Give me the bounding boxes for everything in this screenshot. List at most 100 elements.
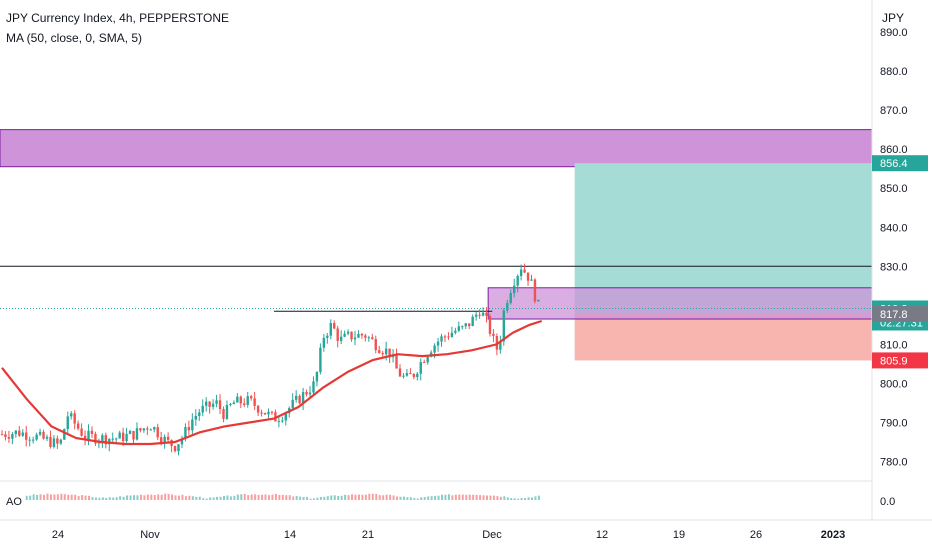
ao-bar	[517, 498, 520, 500]
ao-tick-label: 0.0	[880, 496, 895, 508]
candle-body	[49, 437, 52, 447]
price-tick-label: 870.0	[880, 105, 908, 117]
candle-body	[173, 446, 177, 452]
candle-body	[336, 328, 339, 341]
candle-body	[312, 381, 315, 393]
ao-bar	[198, 496, 201, 500]
ao-bar	[254, 494, 257, 500]
ao-bar	[489, 495, 492, 500]
candle-body	[204, 401, 208, 406]
ao-bar	[105, 497, 108, 500]
ao-bar	[191, 496, 194, 500]
candle-body	[118, 432, 121, 439]
candle-body	[464, 323, 467, 327]
ao-bar	[496, 496, 499, 500]
price-tick-label: 810.0	[880, 339, 908, 351]
drawing-layer[interactable]	[0, 129, 873, 361]
ao-bar	[309, 498, 312, 500]
candle-body	[319, 347, 322, 373]
ao-bar	[295, 495, 298, 500]
candle-body	[454, 330, 457, 333]
candle-body	[101, 435, 104, 442]
time-axis[interactable]: 24 Nov 14 21 Dec 12 19 26 2023	[0, 519, 932, 541]
candle-body	[191, 419, 194, 431]
ao-bar	[510, 497, 513, 500]
candle-body	[135, 428, 139, 440]
ao-bar	[146, 494, 149, 500]
ao-bar	[174, 495, 177, 500]
price-axis[interactable]: 890.0880.0870.0860.0850.0840.0830.0820.0…	[871, 0, 932, 550]
candle-body	[52, 438, 56, 447]
candle-body	[194, 415, 198, 420]
candle-body	[281, 420, 284, 422]
candle-body	[371, 337, 374, 340]
candle-body	[526, 272, 530, 281]
ao-bar	[330, 495, 333, 500]
ao-bar	[143, 495, 146, 500]
ao-bar	[212, 497, 215, 500]
ao-bar	[188, 495, 191, 500]
moving-average-layer	[1, 319, 543, 446]
ao-bar	[247, 495, 250, 500]
candle-body	[416, 373, 419, 377]
candle-body	[423, 362, 426, 364]
candle-body	[163, 436, 166, 443]
ao-bar	[468, 494, 471, 500]
candle-body	[128, 430, 132, 434]
ao-bar	[351, 494, 354, 500]
candle-body	[512, 285, 516, 294]
ao-bar	[312, 498, 315, 500]
ao-bar	[385, 494, 388, 500]
candle-body	[329, 323, 332, 336]
ao-bar	[250, 494, 253, 500]
ao-bar	[537, 495, 540, 500]
ao-label: AO	[6, 496, 22, 508]
indicator-legend[interactable]: MA (50, close, 0, SMA, 5)	[6, 31, 143, 45]
price-axis-bg	[872, 0, 932, 550]
candle-body	[339, 336, 343, 341]
time-tick-label: 12	[596, 529, 608, 541]
candle-body	[436, 341, 440, 346]
candle-body	[409, 373, 412, 375]
ao-bar	[32, 494, 35, 500]
candle-body	[461, 326, 464, 328]
candle-body	[249, 396, 253, 399]
candle-body	[177, 444, 180, 452]
candle-body	[488, 315, 492, 334]
ao-bar	[63, 494, 66, 500]
ao-bar	[461, 494, 464, 500]
candle-body	[481, 312, 485, 316]
candle-body	[215, 400, 218, 404]
candle-body	[350, 331, 353, 340]
candle-body	[384, 348, 388, 355]
ao-bar	[319, 496, 322, 500]
ao-bar	[482, 495, 485, 500]
candle-body	[360, 333, 364, 336]
ao-bar	[434, 495, 437, 500]
candle-body	[218, 400, 222, 410]
candle-body	[357, 333, 360, 338]
ao-bar	[60, 493, 63, 500]
candle-body	[405, 373, 409, 376]
candle-body	[443, 336, 447, 338]
time-tick-label: 2023	[821, 529, 845, 541]
ao-bar	[219, 496, 222, 500]
candle-body	[502, 310, 506, 342]
ma-line	[1, 319, 543, 446]
candle-body	[45, 437, 49, 439]
ao-bar	[84, 495, 87, 500]
time-tick-label: 19	[673, 529, 685, 541]
ao-bar	[451, 495, 454, 500]
ao-bar	[94, 497, 97, 500]
ao-bar	[506, 497, 509, 500]
ao-bar	[472, 494, 475, 500]
ao-bar	[150, 494, 153, 500]
candle-body	[294, 395, 298, 400]
candle-body	[142, 428, 146, 431]
candle-body	[533, 279, 537, 302]
ao-bar	[39, 494, 42, 500]
ao-bar	[229, 496, 232, 500]
ao-bar	[119, 496, 122, 500]
candle-body	[0, 434, 4, 436]
